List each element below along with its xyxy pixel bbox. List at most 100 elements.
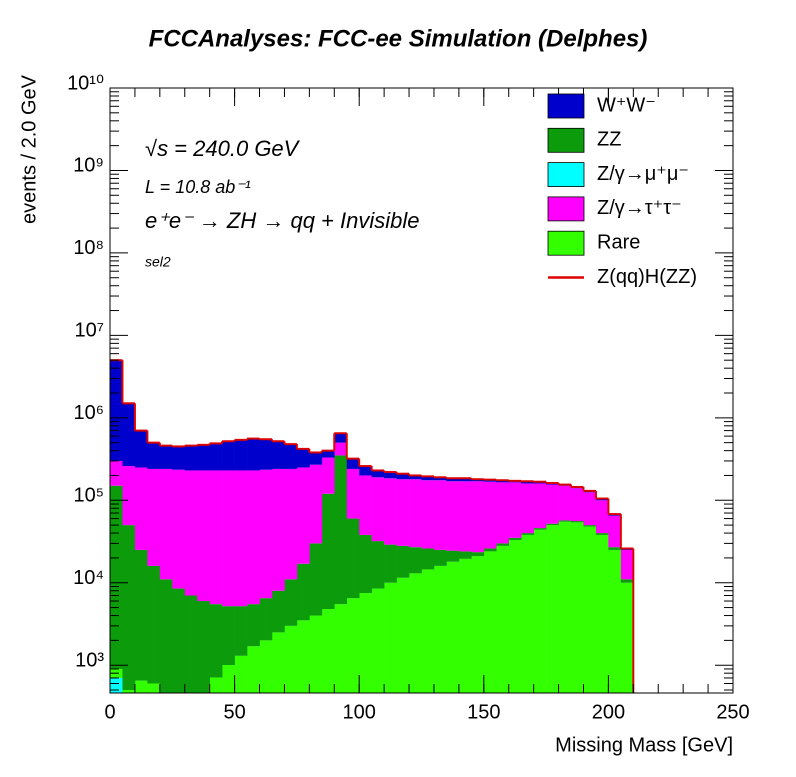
x-tick-label: 200 [592, 701, 625, 723]
bar [433, 477, 447, 481]
bar [234, 470, 248, 607]
bar [197, 444, 210, 471]
x-tick-label: 250 [716, 701, 749, 723]
bar [184, 470, 198, 596]
bars [110, 359, 635, 693]
bar [620, 579, 634, 583]
bar [583, 525, 597, 527]
bar [421, 548, 435, 570]
y-tick-label: 10⁶ [74, 402, 104, 424]
bar [259, 469, 273, 599]
bar [409, 475, 422, 480]
bar [583, 526, 597, 693]
bar [359, 534, 372, 594]
bar [309, 615, 323, 693]
bar [409, 573, 422, 693]
bar [284, 579, 298, 626]
legend-label: ZZ [597, 129, 621, 151]
bar [521, 481, 534, 484]
bar [583, 492, 597, 526]
bar [546, 525, 559, 693]
bar [421, 569, 435, 693]
bar [321, 457, 335, 494]
bar [446, 561, 460, 693]
bar [458, 551, 472, 559]
bar [134, 680, 148, 693]
x-tick-label: 100 [343, 701, 376, 723]
bar [346, 518, 360, 599]
bar [110, 460, 123, 486]
bar [271, 632, 285, 693]
bar [296, 467, 310, 564]
bar [110, 485, 123, 669]
bar [608, 549, 622, 693]
chart-title: FCCAnalyses: FCC-ee Simulation (Delphes) [149, 25, 648, 52]
y-tick-label: 10⁵ [73, 485, 104, 507]
bar [446, 481, 460, 551]
bar [496, 545, 510, 693]
bar [296, 563, 310, 621]
bar [134, 430, 148, 468]
bar [595, 534, 609, 693]
bar [172, 469, 186, 589]
x-tick-label: 0 [104, 701, 115, 723]
legend-label: W⁺W⁻ [597, 94, 656, 116]
bar [483, 479, 497, 482]
bar [247, 604, 260, 647]
bar [284, 468, 298, 580]
bar [172, 588, 186, 693]
bar [446, 550, 460, 562]
bar [433, 549, 447, 566]
bar [321, 609, 335, 693]
bar [471, 552, 485, 557]
bar [159, 579, 173, 693]
bar [533, 483, 547, 529]
bar [147, 565, 161, 684]
bar [371, 470, 385, 478]
bar [620, 582, 634, 693]
bar [608, 515, 622, 548]
plot-frame [109, 87, 734, 694]
bar [433, 565, 447, 693]
annotation: sel2 [145, 254, 171, 270]
bar [147, 683, 161, 693]
annotation: √s = 240.0 GeV [145, 136, 301, 161]
bar [259, 640, 273, 693]
bar [446, 478, 460, 482]
bar [209, 604, 223, 678]
y-tick-label: 10⁹ [73, 155, 104, 177]
bar [271, 441, 285, 469]
bar [134, 549, 148, 681]
bar [222, 606, 235, 666]
bar [147, 442, 161, 469]
bar [209, 677, 223, 693]
bar [296, 620, 310, 693]
bar [209, 443, 223, 471]
bar [471, 481, 485, 553]
bar [471, 556, 485, 693]
bar [271, 590, 285, 633]
bar [147, 468, 161, 566]
bar [284, 625, 298, 693]
bar [321, 450, 335, 458]
bar [309, 543, 323, 616]
x-tick-label: 50 [223, 701, 245, 723]
bar [110, 360, 123, 461]
bar [122, 690, 136, 693]
bar [384, 582, 397, 693]
bar [334, 455, 348, 605]
bar [222, 665, 235, 693]
bar [234, 655, 248, 693]
bar [346, 468, 360, 519]
bar [558, 485, 572, 521]
bar [271, 468, 285, 591]
bar [458, 478, 472, 482]
bar [396, 577, 410, 693]
bar [247, 470, 260, 605]
bar [371, 541, 385, 589]
bar [409, 479, 422, 548]
bar [483, 481, 497, 549]
bar [421, 476, 435, 481]
legend-label: Rare [597, 231, 640, 253]
bar [483, 548, 497, 552]
